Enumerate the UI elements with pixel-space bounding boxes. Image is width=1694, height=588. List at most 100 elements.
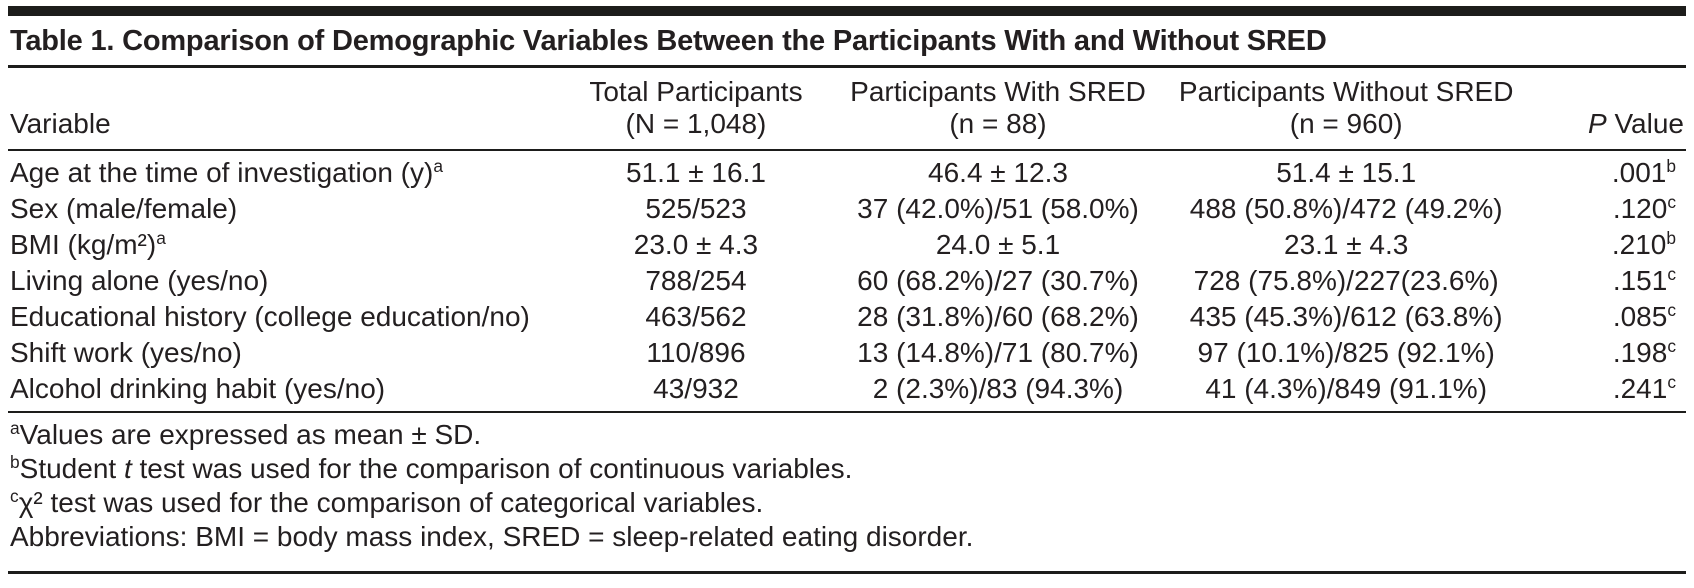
p-value-label: Value [1606,108,1684,139]
cell-p-value: .001b [1527,150,1686,191]
column-header-without-sred: Participants Without SRED (n = 960) [1165,68,1527,151]
header-row: Variable Total Participants (N = 1,048) … [8,68,1686,151]
table-row-living-alone: Living alone (yes/no) 788/254 60 (68.2%)… [8,263,1686,299]
cell-p-value: .241c [1526,371,1686,413]
footnote-marker: c [1667,372,1676,393]
variable-label: Age at the time of investigation (y) [10,157,434,188]
variable-label: Alcohol drinking habit (yes/no) [10,373,386,404]
cell-p-value: .198c [1527,335,1686,371]
table-row-shift-work: Shift work (yes/no) 110/896 13 (14.8%)/7… [8,335,1686,371]
footnote-abbreviations: Abbreviations: BMI = body mass index, SR… [10,521,974,552]
footnote-marker: c [1667,336,1676,357]
cell-p-value: .085c [1527,299,1686,335]
cell-total: 463/562 [645,301,747,332]
cell-variable: Educational history (college education/n… [8,299,562,335]
footnote-marker: b [10,452,20,473]
cell-p-value: .210b [1527,227,1686,263]
cell-variable: Shift work (yes/no) [8,335,562,371]
table-header: Variable Total Participants (N = 1,048) … [8,68,1686,151]
cell-with-sred: 24.0 ± 5.1 [935,229,1061,260]
table-footnotes: aValues are expressed as mean ± SD. bStu… [8,413,1686,554]
table-body: Age at the time of investigation (y)a 51… [8,150,1686,413]
p-symbol: P [1587,108,1607,139]
footnote-text: test was used for the comparison of cont… [131,453,853,484]
cell-variable: BMI (kg/m²)a [8,227,562,263]
header-line-2: (n = 88) [949,108,1047,139]
cell-without-sred: 488 (50.8%)/472 (49.2%) [1189,193,1503,224]
cell-total: 23.0 ± 4.3 [633,229,759,260]
cell-with-sred: 37 (42.0%)/51 (58.0%) [857,193,1139,224]
cell-variable: Alcohol drinking habit (yes/no) [8,371,562,413]
column-header-p-value: P Value [1526,68,1686,151]
cell-with-sred: 13 (14.8%)/71 (80.7%) [857,337,1139,368]
footnote-a: aValues are expressed as mean ± SD. [10,418,1686,452]
cell-without-sred: 41 (4.3%)/849 (91.1%) [1165,371,1527,413]
cell-p-value: .151c [1527,263,1686,299]
footnote-marker: c [10,486,19,507]
p-value: .241 [1612,373,1668,404]
cell-total: 110/896 [646,337,746,368]
cell-with-sred: 60 (68.2%)/27 (30.7%) [857,265,1139,296]
table-row-education: Educational history (college education/n… [8,299,1686,335]
cell-total: 525/523 [645,193,747,224]
cell-without-sred: 51.4 ± 15.1 [1276,157,1417,188]
table-title: Table 1. Comparison of Demographic Varia… [10,25,1327,57]
footnote-marker: c [1667,300,1676,321]
variable-label: Living alone (yes/no) [10,265,269,296]
variable-label: Shift work (yes/no) [10,337,242,368]
footnote-b: bStudent t test was used for the compari… [10,452,1686,486]
cell-total: 43/932 [561,371,831,413]
table-bottom-rule [8,571,1686,574]
cell-variable: Sex (male/female) [8,191,562,227]
footnote-marker: a [433,156,443,177]
title-divider [8,65,1686,68]
cell-with-sred: 28 (31.8%)/60 (68.2%) [857,301,1139,332]
cell-total: 51.1 ± 16.1 [626,157,766,188]
header-line-1: Participants Without SRED [1178,76,1514,107]
header-line-2: (n = 960) [1289,108,1403,139]
table-top-rule [8,6,1686,16]
demographics-table: Variable Total Participants (N = 1,048) … [8,68,1686,413]
p-value: .151 [1612,265,1668,296]
table-row-bmi: BMI (kg/m²)a 23.0 ± 4.3 24.0 ± 5.1 23.1 … [8,227,1686,263]
p-value: .120 [1612,193,1668,224]
p-value: .198 [1612,337,1668,368]
cell-without-sred: 435 (45.3%)/612 (63.8%) [1189,301,1503,332]
footnote-c: cχ² test was used for the comparison of … [10,486,1686,520]
cell-without-sred: 23.1 ± 4.3 [1284,229,1409,260]
table-row-age: Age at the time of investigation (y)a 51… [8,150,1686,191]
column-header-total-participants: Total Participants (N = 1,048) [561,68,831,151]
footnote-marker: b [1666,228,1676,249]
footnote-text: χ² test was used for the comparison of c… [18,487,764,518]
footnote-text: Values are expressed as mean ± SD. [19,419,482,450]
cell-with-sred: 46.4 ± 12.3 [928,157,1068,188]
variable-label: Sex (male/female) [10,193,238,224]
cell-variable: Living alone (yes/no) [8,263,562,299]
column-header-variable: Variable [8,68,562,151]
footnote-marker: c [1667,192,1676,213]
footnote-marker: c [1667,264,1676,285]
italic-t: t [123,453,132,484]
column-header-with-sred: Participants With SRED (n = 88) [830,68,1166,151]
table-row-alcohol: Alcohol drinking habit (yes/no) 43/932 2… [8,371,1686,413]
p-value: .001 [1611,157,1667,188]
footnote-marker: a [10,418,20,439]
header-line-1: Participants With SRED [850,76,1146,107]
footnote-marker: a [156,228,166,249]
p-value: .085 [1612,301,1668,332]
table-row-sex: Sex (male/female) 525/523 37 (42.0%)/51 … [8,191,1686,227]
cell-without-sred: 728 (75.8%)/227(23.6%) [1193,265,1499,296]
cell-with-sred: 2 (2.3%)/83 (94.3%) [830,371,1166,413]
footnote-text: Student [19,453,124,484]
cell-total: 788/254 [645,265,747,296]
variable-label: Educational history (college education/n… [10,301,530,332]
journal-table-page: Table 1. Comparison of Demographic Varia… [0,6,1694,574]
variable-label: BMI (kg/m²) [10,229,157,260]
header-line-2: (N = 1,048) [625,108,767,139]
header-line-1: Total Participants [589,76,803,107]
footnote-marker: b [1666,156,1676,177]
cell-p-value: .120c [1527,191,1686,227]
p-value: .210 [1611,229,1667,260]
cell-without-sred: 97 (10.1%)/825 (92.1%) [1197,337,1495,368]
cell-variable: Age at the time of investigation (y)a [8,150,562,191]
